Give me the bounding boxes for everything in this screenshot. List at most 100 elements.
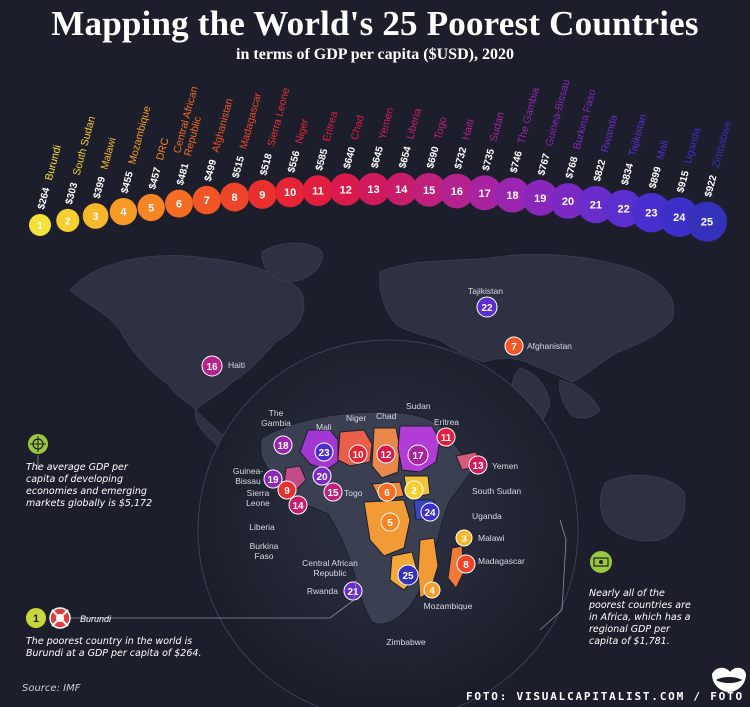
map-marker-rank-12: 12 (380, 450, 392, 461)
greenland-shape (261, 242, 323, 283)
rank-number-guinea-bissau: 19 (534, 193, 546, 205)
rank-number-liberia: 14 (395, 184, 408, 196)
rank-label-afghanistan: $499 Afghanistan (203, 97, 236, 183)
map-marker-rank-14: 14 (292, 501, 304, 512)
rank-number-tajikistan: 22 (618, 204, 630, 216)
rank-circle-central-african-republic (164, 189, 193, 218)
map-marker-togo-15 (323, 482, 343, 502)
map-marker-uganda-24 (420, 502, 440, 522)
map-marker-tajikistan-22 (476, 296, 498, 318)
rank-label-the-gambia: $746 The Gambia (509, 86, 542, 174)
rank-circle-haiti (439, 173, 475, 209)
africa-money-icon (590, 551, 612, 573)
rank-value-mali: $899 (648, 165, 664, 190)
note-average-gdp: The average GDP per capita of developing… (26, 462, 153, 509)
rank-country-sudan: Sudan (488, 111, 507, 144)
rank-number-central-african-republic: 6 (176, 199, 182, 211)
map-label-sierra-leone: Sierra Leone (246, 488, 270, 508)
rank-circle-niger (275, 177, 306, 208)
map-marker-chad-12 (376, 444, 396, 464)
rank-label-niger: $556 Niger (286, 117, 311, 174)
map-label-eritrea: Eritrea (434, 417, 459, 427)
rank-value-tajikistan: $834 (620, 162, 636, 187)
rank-value-togo: $690 (425, 145, 441, 170)
rank-label-burkina-faso: $768 Burkina Faso (564, 88, 598, 180)
map-marker-rank-18: 18 (277, 441, 289, 452)
map-label-uganda: Uganda (472, 511, 502, 521)
map-label-burkina-faso: Burkina Faso (250, 541, 279, 561)
rank-number-yemen: 13 (367, 184, 379, 196)
rank-number-madagascar: 8 (231, 192, 237, 204)
map-marker-car-6 (377, 482, 397, 502)
rank-circle-burundi (29, 214, 51, 236)
map-label-guinea-bissau: Guinea-Bissau (233, 466, 263, 486)
rank-label-yemen: $645 Yemen (370, 106, 397, 170)
map-marker-gambia-18 (273, 435, 293, 455)
map-marker-rank-21: 21 (347, 587, 359, 598)
north-america-shape (69, 255, 305, 411)
rank-circle-togo (412, 172, 446, 207)
note-poorest-country: The poorest country in the world is Buru… (26, 636, 202, 659)
rank-number-uganda: 24 (673, 212, 686, 224)
map-label-tajikistan: Tajikistan (468, 286, 503, 296)
rank-country-togo: Togo (432, 116, 450, 141)
rank-label-liberia: $654 Liberia (397, 107, 424, 170)
rank-label-zimbabwe: $922 Zimbabwe (703, 119, 734, 199)
rank-value-haiti: $732 (453, 146, 469, 171)
map-label-malawi: Malawi (478, 533, 505, 543)
rank-label-haiti: $732 Haiti (453, 118, 477, 171)
rank-country-uganda: Uganda (682, 126, 703, 165)
map-marker-afghanistan-7 (504, 336, 524, 356)
map-label-niger: Niger (346, 413, 366, 423)
map-label-car: Central African Republic (302, 558, 358, 578)
rank-value-drc: $457 (147, 166, 163, 191)
rank-circle-guinea-bissau (522, 179, 559, 216)
rank-label-uganda: $915 Uganda (675, 126, 703, 194)
map-label-afghanistan: Afghanistan (527, 341, 572, 351)
map-label-mali: Mali (316, 422, 332, 432)
burundi-flag-icon (49, 607, 71, 629)
map-label-zimbabwe: Zimbabwe (386, 637, 425, 647)
rank-value-sierra-leone: $518 (258, 152, 274, 177)
rank-circle-the-gambia (494, 177, 531, 213)
rank-number-chad: 12 (340, 185, 352, 197)
map-label-gambia: The Gambia (261, 408, 291, 428)
rank-circle-south-sudan (56, 208, 80, 232)
map-label-haiti: Haiti (228, 360, 245, 370)
rank-label-tajikistan: $834 Tajikistan (620, 113, 650, 187)
rank-label-malawi: $399 Malawi (92, 136, 119, 200)
rank-country-zimbabwe: Zimbabwe (710, 119, 734, 169)
rank-number-sudan: 17 (479, 188, 491, 200)
rank-value-yemen: $645 (370, 145, 386, 170)
rank-circle-chad (329, 173, 362, 206)
map-marker-rwanda-21 (343, 581, 363, 601)
rank-label-togo: $690 Togo (425, 116, 450, 170)
map-label-madagascar: Madagascar (478, 556, 525, 566)
rank-value-zimbabwe: $922 (703, 174, 719, 199)
map-marker-rank-22: 22 (481, 303, 493, 314)
rank-number-the-gambia: 18 (506, 190, 518, 202)
rank-number-afghanistan: 7 (204, 195, 210, 207)
rank-number-haiti: 16 (451, 186, 463, 198)
map-marker-drc-5 (380, 512, 400, 532)
rank-number-eritrea: 11 (312, 186, 324, 198)
map-marker-sierra-leone-9 (277, 480, 297, 500)
rank-value-niger: $556 (286, 149, 302, 174)
rank-number-south-sudan: 2 (65, 216, 71, 227)
rank-country-eritrea: Eritrea (321, 110, 341, 143)
rank-value-uganda: $915 (675, 169, 691, 194)
rank-value-afghanistan: $499 (203, 158, 219, 183)
map-markers: 22 7 16 18 23 10 12 17 11 13 20 19 15 914 6 2 24 5 3 8 25 4 21… (201, 286, 572, 647)
rank-country-drc: DRC (154, 136, 172, 161)
rank-country-burundi: Burundi (43, 144, 64, 182)
map-marker-liberia-14 (288, 495, 308, 515)
rank-value-south-sudan: $303 (64, 181, 80, 206)
rank-circle-yemen (357, 172, 390, 206)
rank-country-liberia: Liberia (404, 107, 424, 141)
rank-country-niger: Niger (293, 117, 311, 145)
rank-value-central-african-republic: $481 (175, 162, 191, 187)
rank-country-south-sudan: South Sudan (71, 115, 98, 177)
rank-number-sierra-leone: 9 (259, 189, 265, 201)
